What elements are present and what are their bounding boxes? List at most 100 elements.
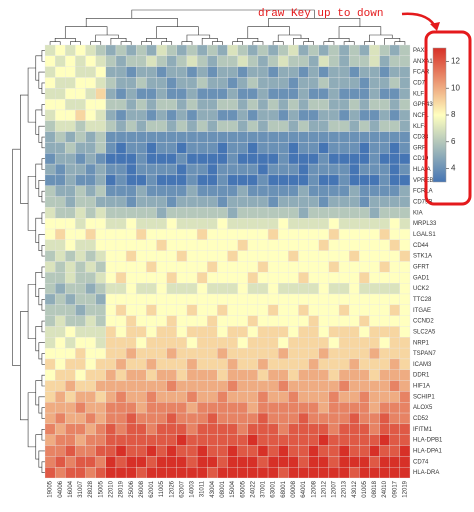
dendrogram-line (323, 41, 335, 45)
heatmap-cell (328, 261, 340, 273)
dendrogram-line (120, 41, 132, 45)
heatmap-cell (136, 163, 147, 176)
heatmap-cell (328, 315, 340, 327)
heatmap-cell (44, 163, 56, 176)
heatmap-cell (369, 196, 380, 208)
dendrogram-line (364, 41, 375, 45)
heatmap-cell (328, 337, 340, 349)
heatmap-cell (267, 163, 279, 176)
heatmap-cell (349, 131, 360, 143)
heatmap-cell (65, 120, 76, 132)
heatmap-cell (186, 445, 198, 457)
heatmap-cell (176, 163, 188, 176)
heatmap-cell (105, 380, 117, 392)
heatmap-cell (65, 391, 76, 403)
heatmap-cell (288, 44, 299, 56)
heatmap-cell (176, 185, 188, 197)
heatmap-cell (298, 44, 309, 56)
heatmap-cell (65, 423, 76, 435)
dendrogram-line (232, 41, 244, 45)
heatmap-cell (54, 391, 66, 403)
heatmap-cell (257, 402, 269, 414)
heatmap-cell (105, 445, 117, 457)
heatmap-cell (156, 174, 167, 186)
heatmap-cell (186, 185, 198, 197)
dendrogram-line (12, 148, 21, 366)
heatmap-cell (196, 55, 208, 67)
heatmap-cell (379, 423, 390, 435)
heatmap-cell (95, 369, 106, 381)
heatmap-cell (146, 412, 157, 425)
dendrogram-line (54, 38, 76, 42)
heatmap-cell (389, 120, 401, 132)
heatmap-cell (65, 218, 76, 230)
column-label: 63001 (271, 480, 277, 497)
heatmap-cell (65, 196, 76, 208)
heatmap-cell (338, 163, 350, 176)
heatmap-cell (136, 423, 147, 435)
heatmap-cell (105, 456, 117, 468)
heatmap-cell (349, 55, 360, 67)
heatmap-cell (136, 272, 147, 284)
row-label: CD52 (413, 416, 429, 422)
key-tick-label: 8 (451, 110, 456, 119)
heatmap-cell (44, 402, 56, 414)
heatmap-cell (125, 456, 137, 468)
heatmap-cell (95, 174, 106, 186)
heatmap-cell (369, 131, 380, 143)
heatmap-cell (115, 207, 127, 219)
heatmap-cell (125, 239, 137, 251)
heatmap-cell (278, 304, 289, 316)
heatmap-cell (85, 358, 96, 370)
heatmap-cell (359, 77, 370, 89)
heatmap-cell (328, 445, 340, 457)
heatmap-cell (237, 185, 248, 197)
heatmap-cell (115, 261, 127, 273)
heatmap-cell (217, 142, 228, 154)
heatmap-cell (146, 282, 157, 295)
heatmap-cell (349, 347, 360, 360)
heatmap-cell (146, 337, 157, 349)
heatmap-cell (146, 402, 157, 414)
heatmap-cell (166, 456, 177, 468)
heatmap-cell (247, 261, 259, 273)
heatmap-cell (379, 347, 390, 360)
heatmap-cell (227, 153, 238, 165)
heatmap-cell (105, 369, 117, 381)
heatmap-cell (298, 239, 309, 251)
heatmap-cell (379, 272, 390, 284)
heatmap-cell (247, 282, 259, 295)
heatmap-cell (399, 261, 411, 273)
heatmap-cell (65, 272, 76, 284)
heatmap-cell (237, 412, 248, 425)
heatmap-cell (359, 98, 370, 111)
heatmap-cell (196, 131, 208, 143)
heatmap-cell (65, 304, 76, 316)
heatmap-cell (196, 88, 208, 100)
heatmap-cell (349, 239, 360, 251)
heatmap-cell (328, 282, 340, 295)
heatmap-cell (85, 196, 96, 208)
color-bar (432, 47, 447, 183)
heatmap-cell (65, 98, 76, 111)
heatmap-cell (115, 412, 127, 425)
heatmap-cell (166, 207, 177, 219)
heatmap-cell (267, 153, 279, 165)
heatmap-cell (146, 44, 157, 56)
heatmap-cell (136, 456, 147, 468)
heatmap-cell (247, 153, 259, 165)
heatmap-cell (54, 293, 66, 305)
column-label: 12012 (321, 480, 327, 497)
heatmap-cell (146, 207, 157, 219)
heatmap-cell (278, 250, 289, 262)
heatmap-cell (115, 326, 127, 338)
heatmap-cell (338, 347, 350, 360)
heatmap-cell (359, 293, 370, 305)
heatmap-cell (207, 272, 218, 284)
heatmap-cell (247, 337, 259, 349)
heatmap-cell (196, 228, 208, 240)
heatmap-cell (115, 228, 127, 240)
column-label: 31007 (78, 480, 84, 497)
heatmap-cell (176, 98, 188, 111)
heatmap-cell (257, 44, 269, 56)
